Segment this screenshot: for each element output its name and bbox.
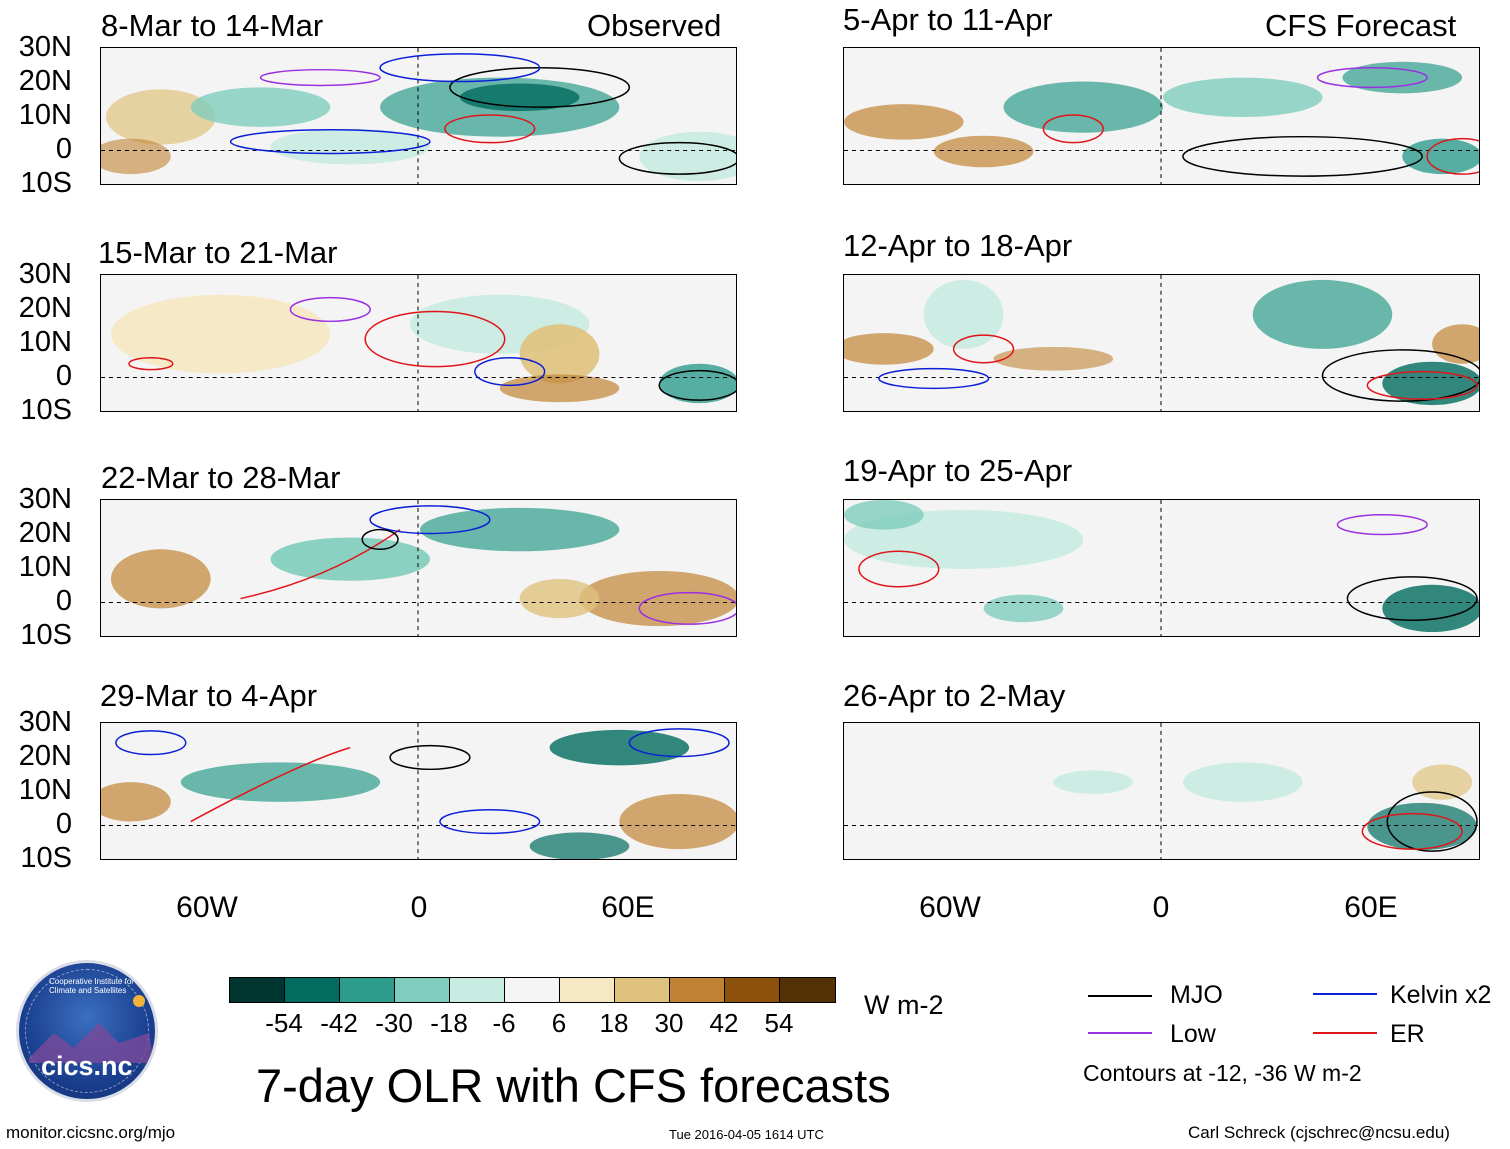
olr-map (844, 48, 1479, 184)
logo-ring-text: Cooperative Institute for Climate and Sa… (49, 977, 134, 995)
colorbar-tick-label: 30 (654, 1008, 684, 1038)
map-panel-obs-2 (100, 274, 737, 412)
logo-text: cics.nc (41, 1051, 133, 1081)
colorbar-swatch (560, 978, 615, 1002)
y-tick-label: 0 (55, 360, 72, 392)
y-tick-label: 20N (18, 740, 72, 772)
panel-title-fc-4: 26-Apr to 2-May (843, 678, 1066, 713)
y-tick-label: 30N (18, 483, 72, 515)
x-tick-60w-right: 60W (919, 891, 981, 924)
y-tick-label: 10S (20, 167, 72, 199)
y-tick-label: 30N (18, 258, 72, 290)
footer-url: monitor.cicsnc.org/mjo (6, 1123, 176, 1142)
map-panel-obs-3 (100, 499, 737, 637)
colorbar (229, 977, 836, 1003)
legend-label-er: ER (1390, 1020, 1425, 1048)
panel-title-obs-2: 15-Mar to 21-Mar (98, 235, 338, 270)
colorbar-tick-label: 54 (764, 1008, 794, 1038)
colorbar-swatch (230, 978, 285, 1002)
y-tick-label: 10S (20, 842, 72, 874)
y-tick-label: 20N (18, 517, 72, 549)
panel-title-obs-4: 29-Mar to 4-Apr (100, 678, 318, 713)
colorbar-tick-label: 6 (551, 1008, 567, 1038)
y-tick-label: 0 (55, 808, 72, 840)
olr-map (101, 723, 736, 859)
legend-line-er (1313, 1032, 1377, 1034)
map-panel-obs-1 (100, 47, 737, 185)
legend-label-mjo: MJO (1170, 981, 1223, 1009)
legend-note: Contours at -12, -36 W m-2 (1083, 1060, 1362, 1086)
logo-mountains-icon (29, 995, 154, 1063)
colorbar-tick-label: -30 (375, 1008, 413, 1038)
panel-title-fc-1: 5-Apr to 11-Apr (843, 2, 1053, 37)
y-tick-label: 30N (18, 31, 72, 63)
legend-label-low: Low (1170, 1020, 1216, 1048)
logo-ring (25, 969, 149, 1093)
y-tick-label: 0 (55, 585, 72, 617)
observed-header-label: Observed (587, 8, 722, 43)
colorbar-tick-label: -6 (492, 1008, 516, 1038)
y-tick-label: 20N (18, 292, 72, 324)
colorbar-swatch (670, 978, 725, 1002)
olr-map (844, 723, 1479, 859)
legend-line-low (1088, 1032, 1152, 1034)
y-tick-label: 20N (18, 65, 72, 97)
x-tick-60w-left: 60W (176, 891, 238, 924)
x-tick-0-right: 0 (1152, 891, 1170, 924)
olr-map (101, 500, 736, 636)
colorbar-tick-label: -42 (320, 1008, 358, 1038)
figure-title: 7-day OLR with CFS forecasts (256, 1059, 891, 1112)
colorbar-tick-label: -54 (265, 1008, 303, 1038)
colorbar-swatch (615, 978, 670, 1002)
x-tick-60e-right: 60E (1344, 891, 1398, 924)
panel-title-fc-2: 12-Apr to 18-Apr (843, 228, 1073, 263)
map-panel-obs-4 (100, 722, 737, 860)
y-tick-label: 10N (18, 326, 72, 358)
colorbar-tick-label: -18 (430, 1008, 468, 1038)
colorbar-units: W m-2 (864, 990, 944, 1020)
footer-author: Carl Schreck (cjschrec@ncsu.edu) (1188, 1123, 1450, 1142)
map-panel-fc-4 (843, 722, 1480, 860)
legend-label-kelvin: Kelvin x2 (1390, 981, 1492, 1009)
colorbar-swatch (780, 978, 835, 1002)
colorbar-swatch (450, 978, 505, 1002)
y-tick-label: 10N (18, 551, 72, 583)
cics-logo: Cooperative Institute for Climate and Sa… (16, 960, 158, 1102)
colorbar-swatch (395, 978, 450, 1002)
olr-map (101, 48, 736, 184)
olr-map (844, 275, 1479, 411)
forecast-header-label: CFS Forecast (1265, 8, 1457, 43)
legend-line-kelvin (1313, 993, 1377, 995)
olr-map (101, 275, 736, 411)
footer-timestamp: Tue 2016-04-05 1614 UTC (669, 1127, 824, 1142)
colorbar-tick-label: 18 (599, 1008, 629, 1038)
panel-title-obs-3: 22-Mar to 28-Mar (101, 460, 341, 495)
panel-title-fc-3: 19-Apr to 25-Apr (843, 453, 1073, 488)
panel-title-obs-1: 8-Mar to 14-Mar (101, 8, 324, 43)
y-tick-label: 10S (20, 394, 72, 426)
y-tick-label: 30N (18, 706, 72, 738)
x-tick-60e-left: 60E (601, 891, 655, 924)
colorbar-swatch (285, 978, 340, 1002)
y-tick-label: 10N (18, 774, 72, 806)
map-panel-fc-1 (843, 47, 1480, 185)
y-tick-label: 10S (20, 619, 72, 651)
colorbar-swatch (725, 978, 780, 1002)
y-tick-label: 10N (18, 99, 72, 131)
olr-map (844, 500, 1479, 636)
map-panel-fc-3 (843, 499, 1480, 637)
legend-line-mjo (1088, 995, 1152, 997)
colorbar-swatch (340, 978, 395, 1002)
x-tick-0-left: 0 (410, 891, 428, 924)
colorbar-swatch (505, 978, 560, 1002)
map-panel-fc-2 (843, 274, 1480, 412)
colorbar-tick-label: 42 (709, 1008, 739, 1038)
y-tick-label: 0 (55, 133, 72, 165)
